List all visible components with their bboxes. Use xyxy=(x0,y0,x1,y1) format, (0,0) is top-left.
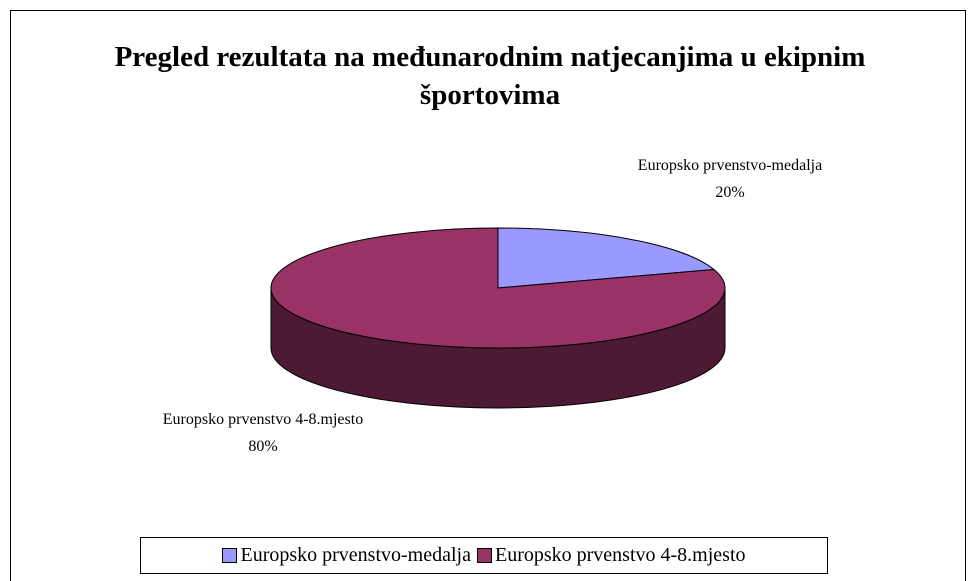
legend: Europsko prvenstvo-medalja Europsko prven… xyxy=(140,537,828,574)
data-label: Europsko prvenstvo-medalja 20% xyxy=(635,152,825,206)
data-label-category: Europsko prvenstvo 4-8.mjesto xyxy=(162,411,364,428)
legend-item: Europsko prvenstvo 4-8.mjesto xyxy=(476,544,746,567)
chart-title: Pregled rezultata na međunarodnim natjec… xyxy=(114,41,866,111)
legend-item: Europsko prvenstvo-medalja xyxy=(222,544,471,567)
data-label-value: 80% xyxy=(248,438,278,455)
legend-label: Europsko prvenstvo-medalja xyxy=(240,544,471,566)
data-label: Europsko prvenstvo 4-8.mjesto 80% xyxy=(157,406,369,460)
pie-slice xyxy=(270,227,726,349)
chart-frame xyxy=(10,10,966,581)
data-label-value: 20% xyxy=(715,184,745,201)
legend-label: Europsko prvenstvo 4-8.mjesto xyxy=(494,544,746,566)
legend-swatch xyxy=(222,548,238,563)
legend-swatch xyxy=(476,548,492,563)
pie-slice xyxy=(497,227,716,289)
data-label-category: Europsko prvenstvo-medalja xyxy=(637,157,823,174)
